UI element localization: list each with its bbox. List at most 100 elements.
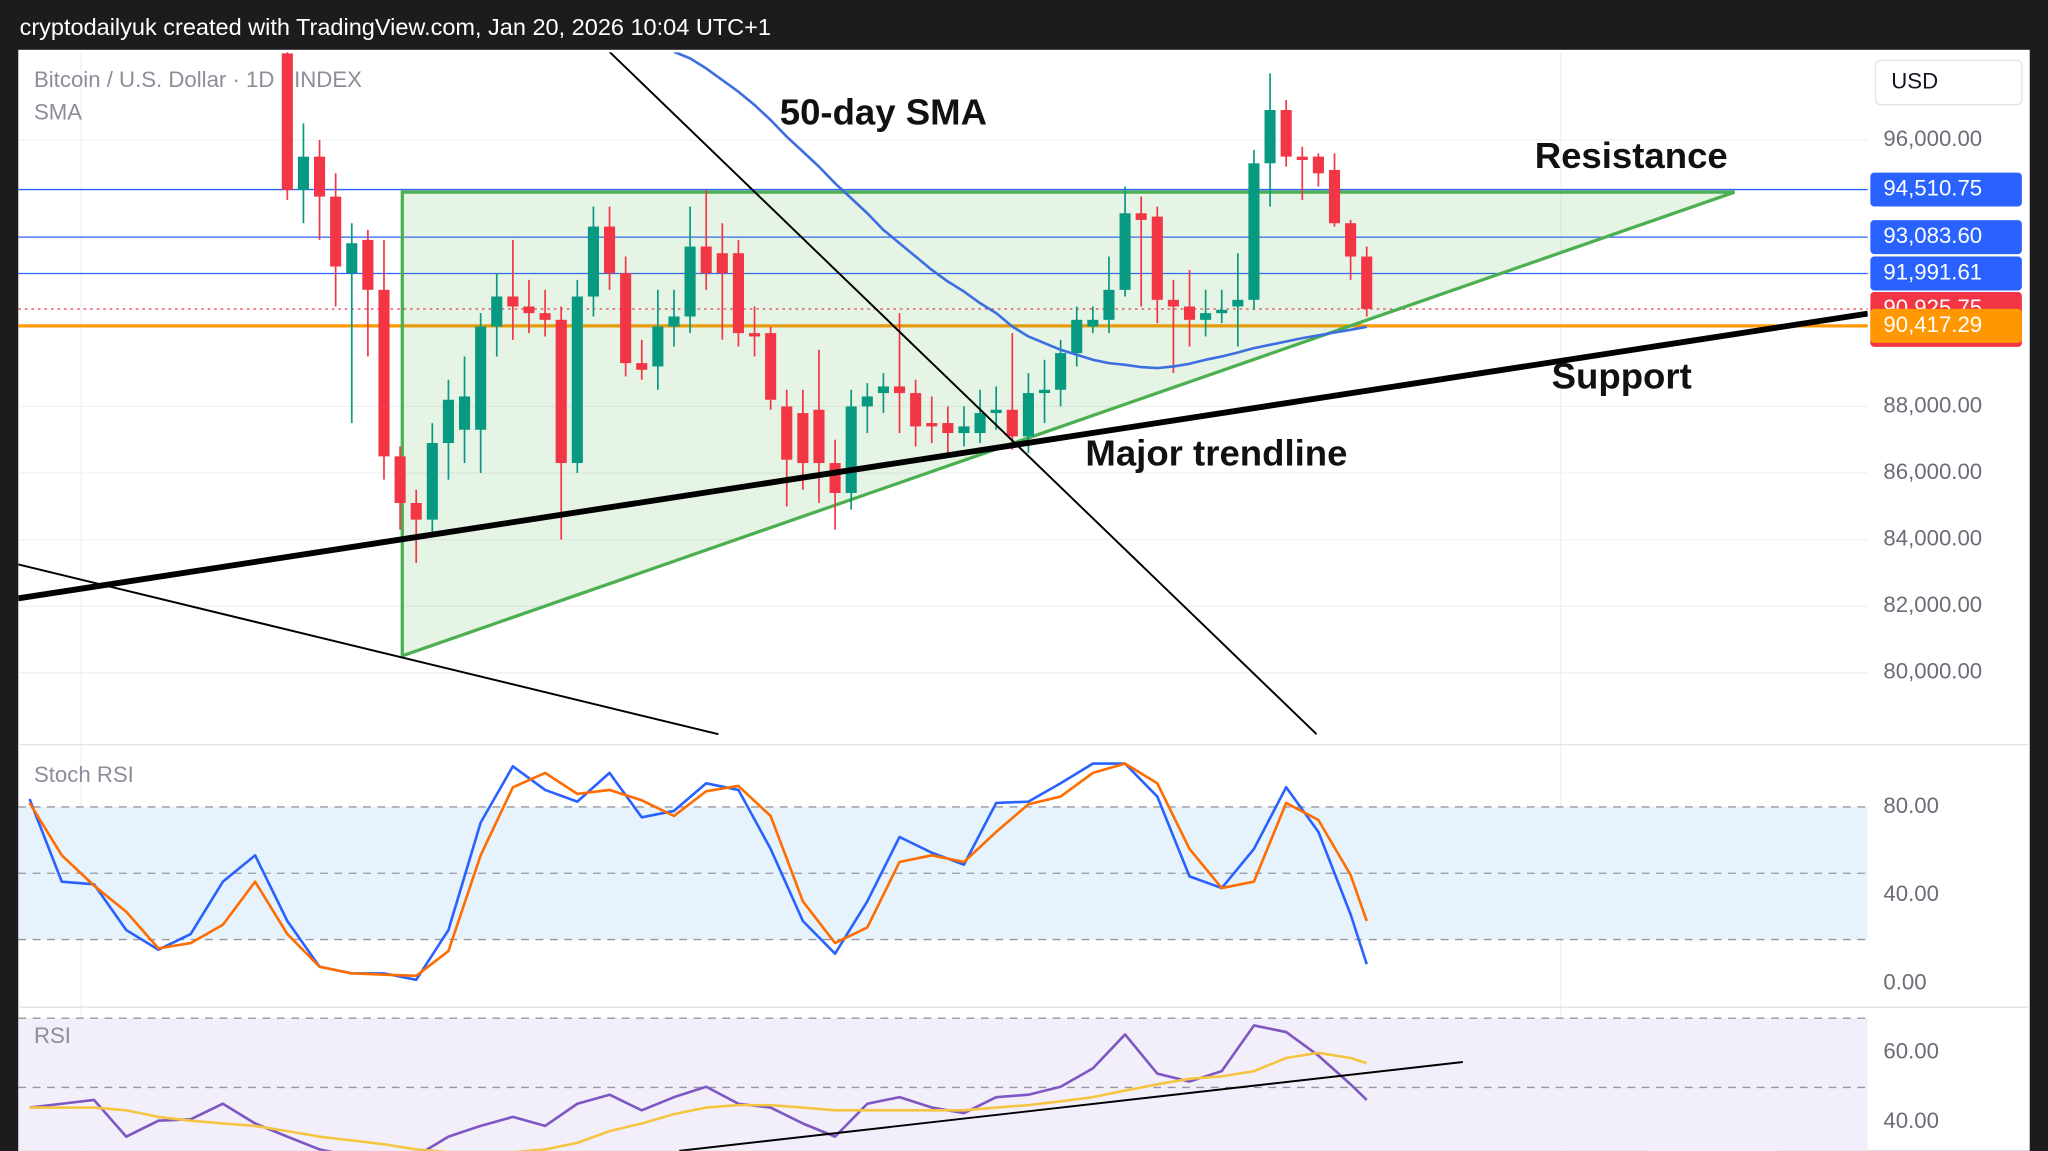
rsi-trendline-group	[679, 1061, 1463, 1151]
candle-body	[1167, 299, 1179, 307]
candle-body	[684, 246, 696, 317]
trendline	[18, 563, 719, 736]
candle-body	[1022, 393, 1034, 437]
pane-title: Bitcoin / U.S. Dollar · 1D · INDEX	[34, 67, 362, 92]
annotation: Major trendline	[1085, 433, 1347, 474]
unit-box[interactable]	[1874, 59, 2023, 106]
price-tag	[1870, 256, 2022, 291]
candle-body	[893, 386, 906, 394]
y-tick-label: 80.00	[1883, 793, 1939, 818]
candle-body	[1216, 309, 1228, 314]
candle-body	[716, 253, 728, 274]
annotation: Resistance	[1535, 135, 1728, 176]
candle-body	[313, 156, 326, 197]
y-tick-label: 86,000.00	[1883, 459, 1982, 484]
series-line	[29, 1051, 1368, 1151]
candle-body	[571, 296, 583, 464]
price-tag	[1870, 220, 2022, 255]
price-tag	[1870, 172, 2022, 207]
candle-body	[1135, 213, 1147, 220]
price-tag-label: 93,083.60	[1883, 223, 1982, 248]
candle-body	[765, 333, 777, 400]
candle-body	[587, 226, 599, 297]
candle-body	[394, 456, 406, 503]
y-tick-label: 60.00	[1883, 1039, 1939, 1064]
candle-body	[603, 226, 616, 274]
candle-body	[1345, 223, 1357, 257]
y-tick-label: 96,000.00	[1883, 126, 1982, 151]
candle-body	[910, 393, 922, 427]
candle-body	[507, 296, 519, 307]
pane-title: Stoch RSI	[34, 762, 134, 787]
rsi-trendline	[679, 1061, 1463, 1151]
series-line	[29, 1024, 1368, 1151]
candle-body	[748, 333, 761, 337]
candle-body	[1119, 213, 1131, 290]
candle-body	[1232, 299, 1244, 307]
candle-body	[990, 409, 1002, 414]
candle-body	[732, 253, 744, 334]
candle-body	[1038, 389, 1051, 394]
candle-body	[1264, 110, 1276, 164]
legend-entry: SMA	[34, 100, 82, 125]
candle-body	[974, 413, 986, 434]
candle-body	[652, 326, 664, 367]
candle-body	[1006, 409, 1018, 437]
candle-body	[877, 386, 889, 394]
main-pane: Bitcoin / U.S. Dollar · 1D · INDEX SMA	[34, 52, 1373, 563]
major-trendline	[18, 310, 1868, 602]
candle-body	[523, 306, 535, 314]
candle-body	[539, 313, 551, 320]
candle-body	[1103, 289, 1115, 320]
candle-body	[346, 243, 358, 274]
candle-body	[362, 239, 374, 290]
candle-body	[813, 409, 825, 464]
candle-body	[1055, 353, 1067, 390]
y-tick-label: 84,000.00	[1883, 525, 1982, 550]
annotation: Support	[1552, 356, 1692, 397]
candle-body	[442, 399, 454, 444]
price-axis: 80,000.00 82,000.00 84,000.00 86,000.00 88,0…	[1870, 59, 2023, 1133]
trendlines	[18, 52, 1868, 736]
candle-body	[942, 423, 954, 434]
header-text: cryptodailyuk created with TradingView.c…	[20, 14, 771, 40]
series-line	[673, 52, 1367, 370]
candle-body	[475, 326, 487, 430]
series-line	[28, 762, 1368, 978]
rsi-background	[18, 1017, 1868, 1151]
candle-body	[797, 413, 809, 464]
stoch-background	[18, 806, 1868, 941]
candle-body	[861, 396, 873, 407]
trendline	[608, 52, 1318, 735]
pane-title: RSI	[34, 1023, 71, 1048]
candle-body	[700, 246, 712, 274]
candle-body	[1328, 169, 1341, 224]
unit-label: USD	[1891, 68, 1938, 93]
candle-body	[410, 502, 422, 520]
candle-body	[297, 156, 309, 190]
candle-body	[426, 443, 438, 520]
y-tick-label: 40.00	[1883, 881, 1939, 906]
y-tick-label: 40.00	[1883, 1108, 1939, 1133]
candle-body	[1312, 156, 1324, 174]
chart-area	[18, 49, 2030, 1151]
y-tick-label: 88,000.00	[1883, 392, 1982, 417]
annotations: 50-day SMA Resistance Support Major trendli…	[780, 92, 1728, 474]
price-tag-label: 90,417.29	[1883, 312, 1982, 337]
candle-body	[458, 396, 471, 430]
candle-body	[1183, 306, 1196, 320]
candle-body	[781, 406, 793, 460]
candle-body	[1296, 156, 1308, 160]
candle-body	[845, 406, 857, 494]
candle-body	[829, 463, 841, 494]
candle-body	[668, 316, 680, 327]
series-line	[28, 762, 1368, 982]
candle-body	[620, 273, 632, 364]
stoch-pane: Stoch RSI	[28, 762, 1368, 982]
candle-body	[1087, 319, 1099, 327]
y-tick-label: 80,000.00	[1883, 659, 1982, 684]
candle-body	[1361, 256, 1373, 309]
candle-body	[1071, 319, 1083, 354]
